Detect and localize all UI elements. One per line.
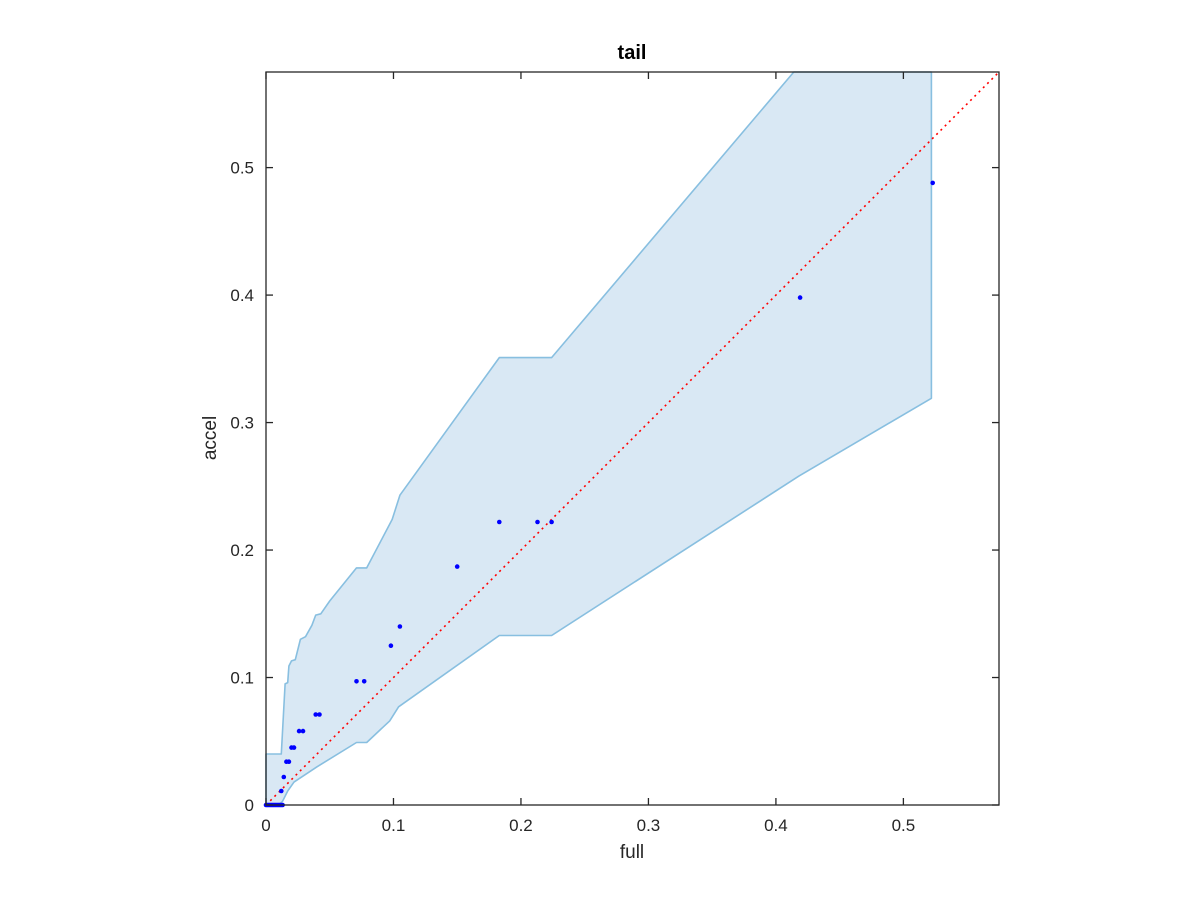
data-point <box>388 643 394 648</box>
data-point <box>279 788 284 794</box>
plot-area: 0 0.1 0.2 0.3 0.4 0.5 0 0.1 0.2 0.3 0.4 0.5 <box>230 71 1000 835</box>
data-point <box>535 519 540 525</box>
data-point <box>300 728 306 734</box>
data-points <box>263 180 935 808</box>
data-point <box>361 679 367 684</box>
confidence-band <box>265 71 933 806</box>
x-tick-label: 0.3 <box>637 816 661 835</box>
x-tick-label: 0 <box>261 816 270 835</box>
y-tick-label: 0 <box>245 796 254 815</box>
axes-box <box>265 71 1000 806</box>
y-tick-label: 0.4 <box>230 286 254 305</box>
data-point <box>397 624 403 629</box>
y-tick-label: 0.1 <box>230 669 254 688</box>
x-tick-label: 0.4 <box>764 816 788 835</box>
x-axis-label: full <box>620 842 644 863</box>
data-point <box>286 759 292 764</box>
data-point <box>313 712 319 717</box>
y-tick-label: 0.3 <box>230 414 254 433</box>
data-point <box>549 519 554 525</box>
data-point <box>497 519 502 525</box>
x-tick-label: 0.2 <box>509 816 533 835</box>
y-tick-label: 0.5 <box>230 159 254 178</box>
y-tick-label: 0.2 <box>230 541 254 560</box>
data-point <box>454 564 460 569</box>
data-point <box>296 728 302 734</box>
y-axis-label: accel <box>200 416 221 460</box>
chart-title: tail <box>618 42 647 64</box>
data-point <box>930 180 935 186</box>
x-tick-label: 0.5 <box>892 816 916 835</box>
data-point <box>291 745 297 750</box>
data-point <box>281 774 287 780</box>
x-tick-label: 0.1 <box>382 816 406 835</box>
data-point <box>317 712 322 717</box>
data-point <box>354 679 359 684</box>
data-point <box>797 295 803 300</box>
axis-ticks: 0 0.1 0.2 0.3 0.4 0.5 0 0.1 0.2 0.3 0.4 0.5 <box>230 72 999 835</box>
